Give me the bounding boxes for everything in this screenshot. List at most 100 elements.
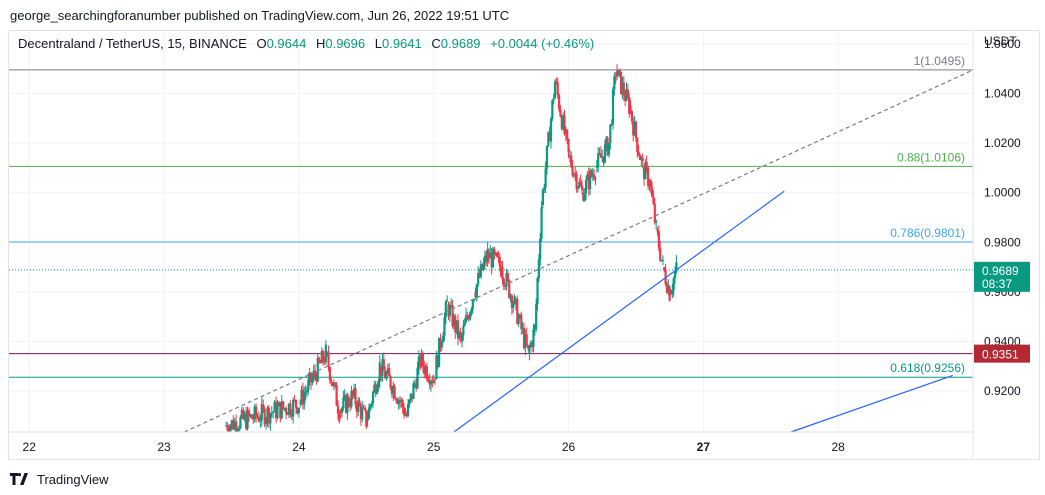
candle-body (605, 137, 608, 145)
x-tick-label: 25 (427, 440, 441, 454)
candle-body (545, 145, 549, 169)
candle-body (313, 370, 317, 375)
candle-body (294, 399, 298, 408)
x-tick-label: 24 (292, 440, 306, 454)
candle-body (284, 408, 288, 414)
candle-body (427, 379, 430, 381)
candle-body (497, 256, 500, 258)
candle-body (437, 337, 441, 368)
candle-body (320, 351, 323, 364)
candle-body (357, 400, 360, 412)
dashed-trend-line[interactable] (184, 69, 974, 433)
candle-body (249, 414, 252, 417)
candle-body (312, 370, 315, 379)
candle-body (335, 384, 338, 406)
candle-body (233, 421, 236, 430)
candle-body (646, 167, 650, 186)
candle-body (350, 391, 353, 407)
candle-body (548, 132, 551, 142)
candle-body (355, 404, 358, 412)
candle-body (250, 414, 253, 419)
candle-body (540, 207, 543, 239)
candle-body (280, 401, 283, 419)
candle-body (667, 286, 670, 293)
candle-body (464, 315, 468, 323)
candle-body (317, 357, 321, 363)
candle-body (500, 266, 503, 277)
y-tick-label: 1.0400 (984, 86, 1021, 100)
candle-body (366, 418, 369, 421)
candle-body (336, 405, 340, 414)
candle-body (301, 389, 305, 405)
candle-body (334, 382, 337, 385)
candle-body (583, 193, 586, 201)
candle-body (331, 382, 334, 387)
candle-body (371, 392, 375, 404)
candle-body (405, 413, 408, 416)
candle-body (470, 309, 473, 313)
blue-trend-line[interactable] (453, 190, 785, 433)
candle-body (307, 379, 310, 391)
candle-body (339, 410, 342, 413)
candle-body (624, 95, 627, 101)
trend-lines[interactable] (184, 69, 974, 433)
legend-open-key: O (256, 36, 267, 51)
horizontal-lines[interactable]: 1(1.0495) 0.88(1.0106) 0.786(0.9801) 0.618(… (9, 54, 973, 378)
x-axis[interactable]: 22 23 24 25 26 27 28 (9, 431, 973, 454)
y-axis[interactable]: USDT0.92000.94000.96000.98001.00001.0200… (972, 31, 1021, 460)
y-axis-unit: USDT (984, 34, 1017, 48)
candle-body (431, 380, 434, 383)
candle-body (406, 404, 410, 416)
candle-body (557, 95, 561, 110)
candle-body (606, 137, 609, 156)
candle-body (436, 355, 439, 368)
candle-body (432, 380, 435, 383)
blue-trend-line[interactable] (790, 374, 953, 433)
candle-body (649, 180, 652, 188)
candle-body (524, 334, 527, 348)
candle-body (541, 189, 545, 206)
candle-body (386, 368, 389, 374)
candle-body (343, 395, 346, 398)
candle-body (328, 367, 331, 381)
chart-frame[interactable] (8, 30, 1040, 460)
candle-body (409, 393, 412, 400)
candle-body (580, 185, 584, 190)
legend-symbol[interactable]: Decentraland / TetherUS, 15, BINANCE (18, 36, 247, 51)
candle-body (633, 121, 636, 136)
candle-body (586, 174, 589, 180)
candle-body (254, 406, 258, 417)
candle-body (282, 401, 285, 409)
candle-body (613, 76, 616, 90)
candle-body (645, 162, 648, 168)
candle-body (555, 81, 558, 83)
candle-body (559, 109, 562, 117)
candle-body (615, 71, 619, 77)
candle-body (381, 359, 384, 376)
candle-body (225, 425, 228, 427)
candle-body (365, 409, 368, 427)
candle-body (359, 405, 362, 419)
candle-body (349, 405, 352, 407)
candle-body (226, 425, 229, 431)
footer-brand: TradingView (37, 471, 109, 487)
candle-body (375, 388, 379, 394)
candle-body (517, 317, 520, 324)
candle-body (428, 380, 431, 385)
candle-body (495, 252, 499, 257)
candle-body (448, 305, 451, 317)
candle-body (270, 412, 273, 414)
candle-body (490, 252, 493, 268)
candle-body (266, 407, 269, 420)
candle-body (293, 399, 296, 401)
candle-body (247, 410, 251, 417)
candle-body (451, 304, 454, 327)
candle-body (323, 361, 326, 363)
last-price-tag (974, 261, 1030, 292)
candle-body (516, 298, 519, 324)
legend-bar: Decentraland / TetherUS, 15, BINANCE O0.… (18, 36, 594, 51)
candle-body (642, 167, 646, 180)
candle-body (521, 328, 524, 330)
